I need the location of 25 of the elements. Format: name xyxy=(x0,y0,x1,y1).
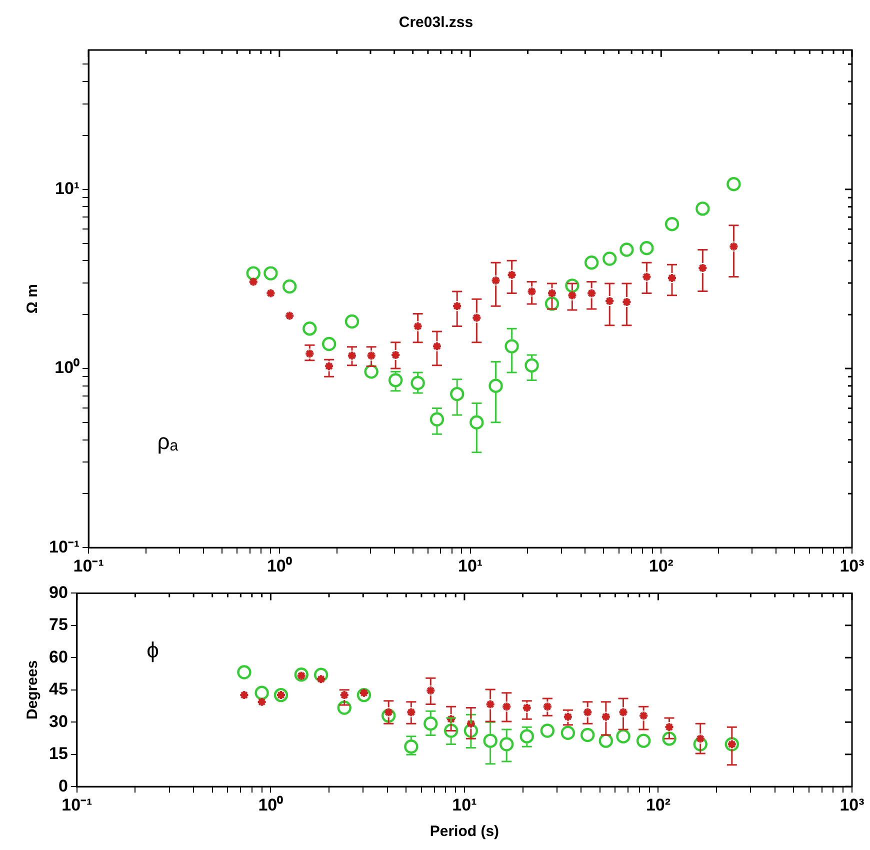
annotation: ρₐ xyxy=(157,429,179,454)
y-tick-label: 45 xyxy=(48,680,68,699)
x-tick-label: 10¹ xyxy=(452,795,478,814)
x-tick-label: 10⁰ xyxy=(258,795,284,814)
chart-title: Cre03l.zss xyxy=(398,14,474,32)
x-tick-label: 10² xyxy=(648,556,674,576)
x-tick-label: 10⁰ xyxy=(266,556,292,576)
annotation: ϕ xyxy=(146,637,159,662)
x-tick-label: 10⁻¹ xyxy=(73,556,104,576)
y-tick-label: 90 xyxy=(48,582,68,602)
y-axis-title: Degrees xyxy=(24,660,42,720)
x-axis-title: Period (s) xyxy=(430,823,500,840)
y-tick-label: 15 xyxy=(48,744,68,764)
y-tick-label: 10⁻¹ xyxy=(48,537,80,556)
x-tick-label: 10³ xyxy=(840,556,865,576)
y-tick-label: 10¹ xyxy=(54,179,80,198)
y-tick-label: 30 xyxy=(48,712,68,731)
x-tick-label: 10³ xyxy=(840,795,865,814)
y-tick-label: 75 xyxy=(48,615,68,634)
y-tick-label: 0 xyxy=(58,776,68,796)
x-tick-label: 10¹ xyxy=(458,556,483,576)
y-tick-label: 60 xyxy=(48,647,68,666)
y-axis-title: Ω m xyxy=(24,284,42,314)
x-tick-label: 10² xyxy=(646,795,671,814)
y-tick-label: 10⁰ xyxy=(54,358,80,378)
